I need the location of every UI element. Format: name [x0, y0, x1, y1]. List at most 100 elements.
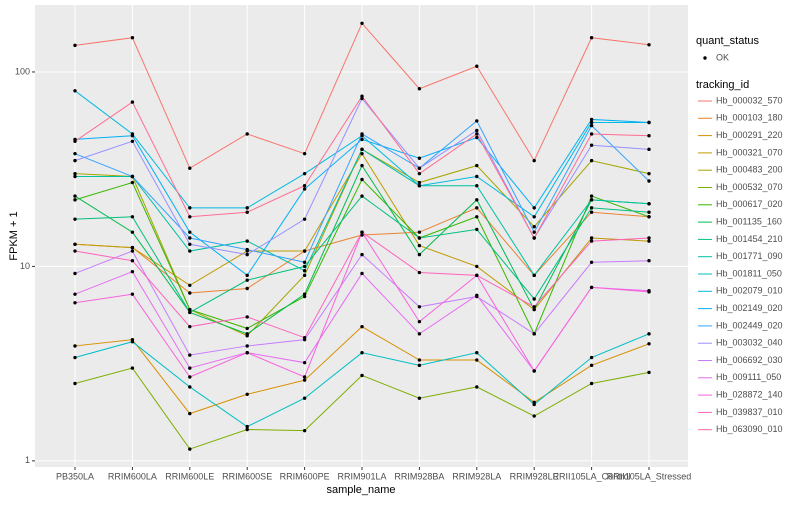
x-tick-label: RRIM928LE [510, 471, 559, 481]
data-point [532, 332, 536, 336]
data-point [475, 385, 479, 389]
data-point [188, 310, 192, 315]
data-point [589, 123, 594, 128]
x-tick-label: RRII105LA_Control [553, 471, 631, 481]
data-point [589, 285, 594, 290]
data-point [302, 396, 307, 400]
data-point [360, 324, 364, 329]
data-point [589, 239, 594, 243]
data-point [647, 179, 651, 183]
data-point [302, 428, 307, 433]
data-point [360, 252, 364, 257]
data-point [475, 64, 479, 68]
data-point [130, 174, 135, 179]
data-point [475, 174, 479, 179]
data-point [245, 326, 249, 331]
point-legend-title: quant_status [696, 35, 759, 47]
data-point [647, 236, 651, 240]
data-point [245, 206, 249, 210]
legend-label: Hb_000032_570 [716, 95, 783, 105]
data-point [647, 332, 651, 336]
data-point [188, 447, 192, 451]
data-point [245, 350, 249, 355]
data-point [589, 132, 594, 136]
legend-label: Hb_001135_160 [716, 216, 782, 226]
data-point [475, 206, 479, 210]
data-point [475, 128, 479, 133]
data-point [245, 424, 249, 429]
data-point [130, 340, 135, 344]
data-point [245, 278, 249, 282]
data-point [360, 132, 364, 136]
data-point [417, 184, 422, 188]
legend-label: Hb_006692_030 [716, 355, 783, 365]
data-point [302, 264, 307, 269]
data-point [360, 94, 364, 98]
data-point [360, 233, 364, 237]
data-point [647, 202, 651, 206]
data-point [417, 358, 422, 362]
data-point [73, 292, 77, 296]
data-point [245, 132, 249, 136]
data-point [417, 396, 422, 400]
legend-label: Hb_000103_180 [716, 113, 783, 123]
data-point [245, 427, 249, 432]
data-point [589, 120, 594, 125]
data-point [302, 260, 307, 264]
data-point [647, 210, 651, 214]
x-tick-label: RRIM600PE [280, 471, 330, 481]
data-point [302, 269, 307, 273]
data-point [360, 194, 364, 198]
data-point [188, 283, 192, 287]
legend-label: Hb_003032_040 [716, 338, 783, 348]
data-point [532, 225, 536, 229]
data-point [532, 158, 536, 163]
data-point [589, 260, 594, 264]
data-point [360, 21, 364, 25]
data-point [360, 177, 364, 182]
data-point [532, 414, 536, 418]
data-point [245, 315, 249, 319]
data-point [130, 230, 135, 234]
data-point [417, 243, 422, 248]
data-point [589, 210, 594, 214]
data-point [475, 135, 479, 140]
data-point [532, 307, 536, 312]
data-point [589, 117, 594, 122]
data-point [130, 36, 135, 40]
data-point [475, 163, 479, 168]
data-point [73, 194, 77, 198]
data-point [73, 242, 77, 246]
data-point [647, 259, 651, 263]
data-point [130, 245, 135, 250]
data-point [532, 215, 536, 219]
data-point [188, 166, 192, 170]
legend-label: Hb_039837_010 [716, 407, 783, 417]
data-point [73, 355, 77, 360]
data-point [532, 369, 536, 373]
data-point [647, 370, 651, 375]
data-point [532, 230, 536, 234]
data-point [360, 271, 364, 276]
legend-label: Hb_063090_010 [716, 424, 783, 434]
legend-label: Hb_001454_210 [716, 234, 783, 244]
y-tick-label: 1 [25, 455, 30, 465]
data-point [589, 143, 594, 147]
data-point [73, 89, 77, 93]
data-point [302, 151, 307, 156]
data-point [188, 249, 192, 253]
data-point [360, 230, 364, 234]
data-point [417, 230, 422, 234]
data-point [188, 411, 192, 416]
point-legend-key [703, 56, 707, 60]
data-point [475, 350, 479, 355]
data-point [360, 151, 364, 156]
legend-label: Hb_001811_050 [716, 268, 782, 278]
data-point [647, 147, 651, 152]
data-point [73, 301, 77, 305]
data-point [245, 247, 249, 252]
data-point [475, 184, 479, 188]
data-point [532, 206, 536, 210]
data-point [73, 217, 77, 221]
x-tick-label: RRIM600LA [108, 471, 157, 481]
